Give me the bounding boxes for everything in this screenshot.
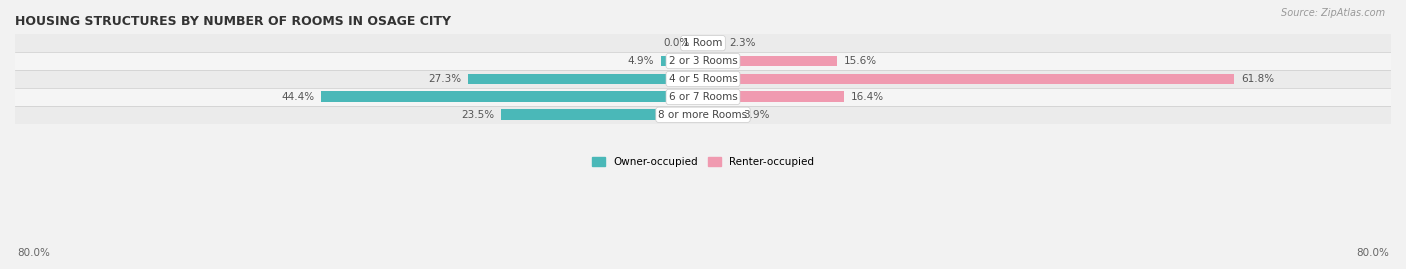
Text: 27.3%: 27.3% [429, 74, 461, 84]
Bar [321, 91, 703, 102]
Text: 80.0%: 80.0% [17, 248, 49, 258]
Bar [703, 56, 837, 66]
Text: Source: ZipAtlas.com: Source: ZipAtlas.com [1281, 8, 1385, 18]
Text: 15.6%: 15.6% [844, 56, 877, 66]
Text: 44.4%: 44.4% [281, 92, 315, 102]
Text: 23.5%: 23.5% [461, 110, 494, 120]
Legend: Owner-occupied, Renter-occupied: Owner-occupied, Renter-occupied [592, 157, 814, 167]
Text: 16.4%: 16.4% [851, 92, 884, 102]
Bar [703, 109, 737, 120]
Bar [15, 106, 1391, 123]
Text: 8 or more Rooms: 8 or more Rooms [658, 110, 748, 120]
Bar [703, 91, 844, 102]
Bar [15, 34, 1391, 52]
Text: 3.9%: 3.9% [744, 110, 770, 120]
Bar [661, 56, 703, 66]
Text: 4.9%: 4.9% [627, 56, 654, 66]
Text: 2.3%: 2.3% [730, 38, 756, 48]
Text: 2 or 3 Rooms: 2 or 3 Rooms [669, 56, 737, 66]
Bar [501, 109, 703, 120]
Bar [468, 74, 703, 84]
Bar [15, 88, 1391, 106]
Text: 61.8%: 61.8% [1241, 74, 1274, 84]
Text: 0.0%: 0.0% [664, 38, 690, 48]
Text: 6 or 7 Rooms: 6 or 7 Rooms [669, 92, 737, 102]
Text: 4 or 5 Rooms: 4 or 5 Rooms [669, 74, 737, 84]
Bar [703, 38, 723, 48]
Bar [15, 70, 1391, 88]
Bar [15, 52, 1391, 70]
Text: HOUSING STRUCTURES BY NUMBER OF ROOMS IN OSAGE CITY: HOUSING STRUCTURES BY NUMBER OF ROOMS IN… [15, 15, 451, 28]
Text: 80.0%: 80.0% [1357, 248, 1389, 258]
Text: 1 Room: 1 Room [683, 38, 723, 48]
Bar [703, 74, 1234, 84]
